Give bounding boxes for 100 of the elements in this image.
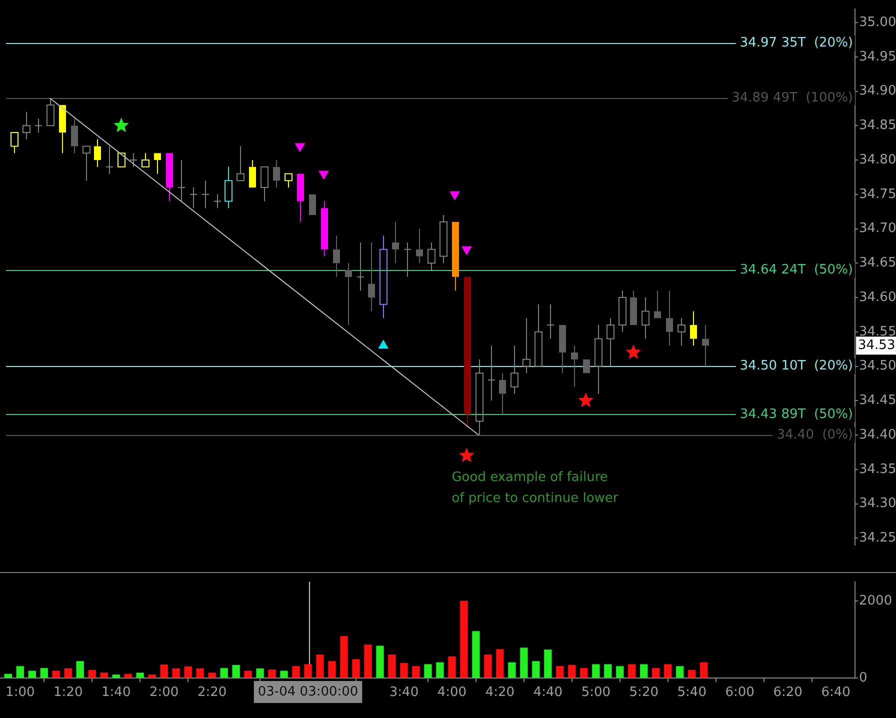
bar [244,670,252,678]
candlestick [522,318,530,374]
bar [352,659,360,678]
x-tick-label: 5:40 [677,685,706,700]
y-tick-label: 34.25 [859,530,896,546]
bar [124,674,132,678]
bar [700,662,708,678]
bar [376,646,384,678]
y-tick-label: 34.70 [859,221,896,236]
candlestick [356,242,364,292]
candlestick [166,153,173,202]
bar [676,666,684,678]
candlestick [236,146,244,182]
bar [64,668,72,678]
bar [412,666,420,678]
bar [400,663,408,678]
x-tick-label: 4:20 [485,685,515,700]
y-tick-label: 34.40 [859,427,896,442]
bar [520,648,528,678]
candlestick [440,214,448,264]
candlestick [392,221,399,264]
bar [280,670,288,678]
y-tick-label: 34.95 [859,49,896,64]
y-tick-label: 34.85 [859,118,896,134]
candlestick [333,235,340,278]
bar [112,674,120,678]
point [626,344,642,359]
bar [232,664,240,678]
ref-line-label: 34.43 89T (50%) [740,406,853,422]
candlestick [297,174,304,222]
candlestick [71,118,78,154]
candlestick [534,304,542,367]
bar [580,668,588,678]
candlestick [546,304,554,340]
candlestick [404,242,412,278]
y-tick-label: 35.00 [859,14,896,30]
ref-line-label: 34.89 49T (100%) [732,90,853,106]
candlestick [594,324,602,394]
candlestick [22,111,30,140]
bar [148,674,156,678]
bar [4,674,12,678]
bar [556,666,564,678]
y-tick-label: 34.60 [859,290,896,305]
y-tick-label: 34.55 [859,324,896,340]
ref-line-label: 03-04 03:00:00 [258,684,358,700]
candlestick [428,242,436,271]
x-tick-label: 1:20 [54,685,83,700]
ref-line-label: 34.64 24T (50%) [740,262,853,278]
candlestick [154,153,161,174]
x-tick-label: 6:40 [821,685,850,700]
y-tick-label: 34.50 [859,358,896,374]
y-tick-label: 34.75 [859,186,896,202]
candlestick [618,290,626,332]
bar [340,636,348,678]
candlestick [249,160,256,188]
x-tick-label: 3:40 [389,685,419,700]
candlestick [416,228,423,264]
bar [184,666,192,678]
x-tick-label: 6:20 [773,685,802,700]
bar [52,670,60,678]
bar [316,654,324,678]
candlestick [499,372,506,415]
candlestick [106,146,114,174]
bar [364,644,372,678]
bar [292,666,300,678]
candlestick [82,146,90,182]
bar [160,664,168,678]
candlestick [94,138,101,168]
y-tick-label: 34.30 [859,496,896,512]
bar [664,664,672,678]
bar [484,654,492,678]
bar [460,600,468,678]
bar [16,666,24,678]
bar [256,668,264,678]
y-tick-label: 2000 [859,593,892,608]
bar [388,654,396,678]
candlestick [690,310,697,346]
candlestick [345,262,352,326]
bar [496,649,504,678]
candlestick [59,105,66,154]
bar [436,662,444,678]
x-tick-label: 5:20 [629,685,658,700]
bar [544,650,552,678]
annotation: Good example of failure of price to continue lower [452,470,619,506]
bar [208,672,216,678]
candlestick [190,187,198,209]
candlestick [476,358,484,436]
candlestick [654,290,661,318]
point [318,170,329,180]
x-tick-label: 2:00 [149,685,179,700]
bar [508,662,516,678]
bar [76,661,84,678]
annotation: 34.53 [858,338,896,354]
point [459,448,474,462]
ref-line-label: 34.40 (0%) [776,427,853,442]
ref-line-label: 34.50 10T (20%) [740,358,853,374]
y-tick-label: 34.80 [859,152,896,168]
bar [640,664,648,678]
x-tick-label: 6:00 [725,685,754,700]
point [450,191,460,200]
